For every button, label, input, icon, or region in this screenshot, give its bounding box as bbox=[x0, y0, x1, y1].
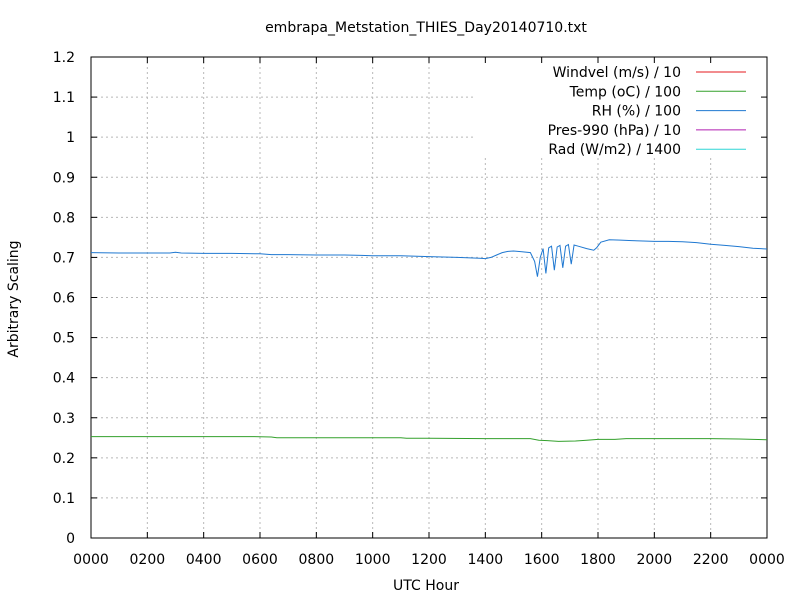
x-tick-label: 0000 bbox=[73, 552, 109, 568]
x-tick-label: 0400 bbox=[186, 552, 222, 568]
y-axis-label: Arbitrary Scaling bbox=[6, 240, 22, 357]
y-tick-label: 1.1 bbox=[53, 90, 75, 106]
x-tick-label: 0800 bbox=[299, 552, 335, 568]
y-tick-label: 0.8 bbox=[53, 210, 75, 226]
y-tick-label: 1.2 bbox=[53, 50, 75, 66]
y-tick-label: 0.6 bbox=[53, 291, 75, 307]
x-tick-label: 1600 bbox=[524, 552, 560, 568]
legend-label-1: Temp (oC) / 100 bbox=[569, 84, 681, 100]
x-tick-label: 1400 bbox=[468, 552, 504, 568]
x-tick-label: 0600 bbox=[242, 552, 278, 568]
x-tick-label: 1800 bbox=[580, 552, 616, 568]
tick-group: 0000 0200 0400 0600 0800 1000 1200 1400 1600 1800… bbox=[53, 50, 785, 568]
y-tick-label: 0.5 bbox=[53, 331, 75, 347]
x-tick-label: 0000 bbox=[749, 552, 785, 568]
chart-title: embrapa_Metstation_THIES_Day20140710.txt bbox=[265, 20, 587, 36]
legend: Windvel (m/s) / 10 Temp (oC) / 100 RH (%) … bbox=[548, 65, 746, 158]
y-tick-label: 0.2 bbox=[53, 451, 75, 467]
y-tick-label: 1 bbox=[66, 130, 75, 146]
grid-group bbox=[91, 57, 767, 538]
y-tick-label: 0.7 bbox=[53, 250, 75, 266]
y-tick-label: 0.9 bbox=[53, 170, 75, 186]
legend-label-3: Pres-990 (hPa) / 10 bbox=[548, 123, 681, 139]
legend-label-2: RH (%) / 100 bbox=[592, 104, 681, 120]
series-line-1 bbox=[91, 436, 768, 442]
y-tick-label: 0.3 bbox=[53, 411, 75, 427]
y-tick-label: 0.1 bbox=[53, 491, 75, 507]
x-axis-label: UTC Hour bbox=[393, 578, 459, 594]
series-group bbox=[90, 239, 768, 442]
legend-label-0: Windvel (m/s) / 10 bbox=[553, 65, 681, 81]
y-tick-label: 0 bbox=[66, 531, 75, 547]
x-tick-label: 2200 bbox=[693, 552, 729, 568]
x-tick-label: 1000 bbox=[355, 552, 391, 568]
legend-label-4: Rad (W/m2) / 1400 bbox=[548, 142, 681, 158]
y-tick-label: 0.4 bbox=[53, 371, 75, 387]
x-tick-label: 2000 bbox=[637, 552, 673, 568]
series-line-2 bbox=[90, 239, 768, 277]
x-tick-label: 1200 bbox=[411, 552, 447, 568]
x-tick-label: 0200 bbox=[130, 552, 166, 568]
